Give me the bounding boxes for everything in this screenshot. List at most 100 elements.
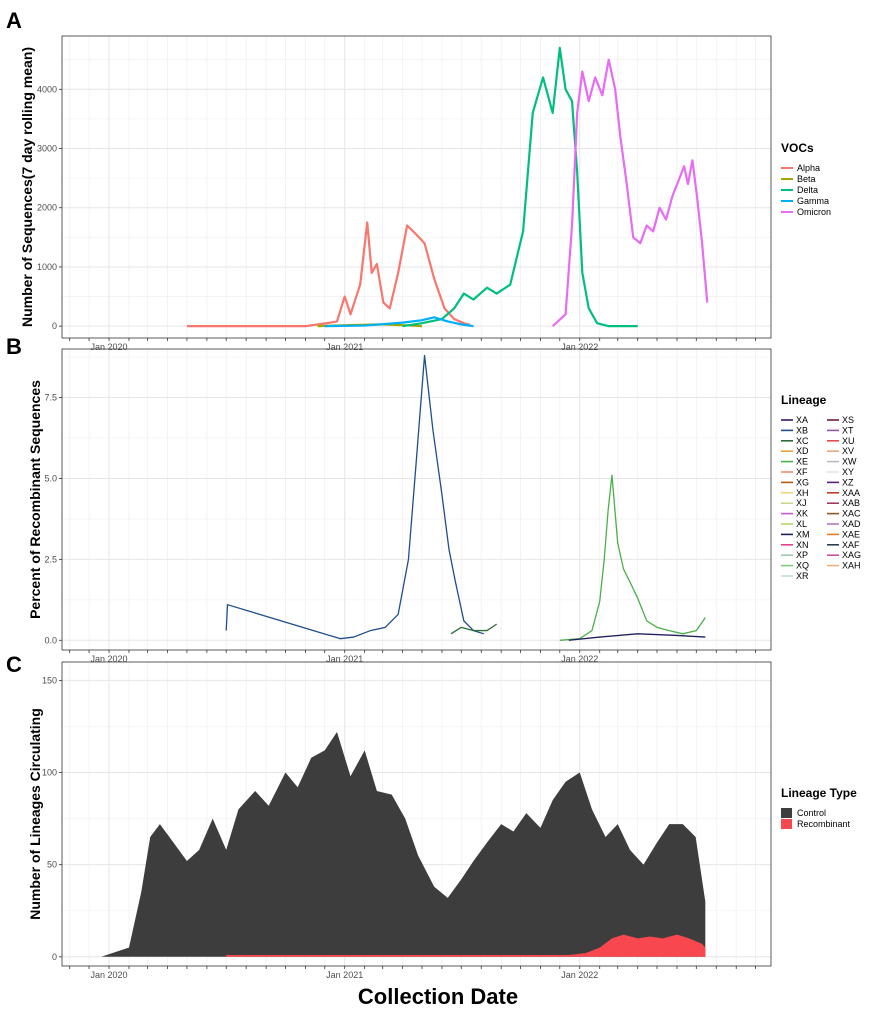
- plot-frame: [61, 661, 772, 967]
- legend-label-xv: XV: [842, 446, 854, 456]
- line-xc: [450, 623, 498, 635]
- x-tick-label: Jan 2022: [561, 654, 598, 664]
- x-axis: Jan 2020 Jan 2021 Jan 2022: [69, 650, 756, 664]
- legend-label-alpha: Alpha: [797, 163, 820, 173]
- y-axis: 0 50 100 150 Number of Lineages Circulating: [27, 675, 62, 962]
- x-tick-label: Jan 2021: [326, 342, 363, 352]
- data-marks: [186, 46, 709, 328]
- legend-label-xz: XZ: [842, 477, 854, 487]
- line-xe: [559, 474, 706, 641]
- legend-label-xag: XAG: [842, 550, 861, 560]
- line-gamma: [324, 316, 474, 328]
- panel-b: Jan 2020 Jan 2021 Jan 2022 0.0 2.5 5.0 7.5Perc…: [27, 348, 861, 664]
- legend-label-xd: XD: [796, 446, 809, 456]
- legend-label-beta: Beta: [797, 174, 816, 184]
- x-axis: Jan 2020 Jan 2021 Jan 2022: [69, 966, 756, 980]
- x-axis: Jan 2020 Jan 2021 Jan 2022: [69, 338, 756, 352]
- y-tick-label: 2.5: [44, 554, 57, 564]
- x-axis-title: Collection Date: [357, 984, 519, 1009]
- area-control: [101, 732, 706, 957]
- y-tick-label: 2000: [37, 203, 57, 213]
- legend-key-recombinant: [781, 819, 792, 829]
- y-tick-label: 0: [52, 952, 57, 962]
- legend-label-xc: XC: [796, 436, 809, 446]
- y-tick-label: 50: [47, 860, 57, 870]
- panel-label-c: C: [6, 652, 22, 677]
- legend-label-xt: XT: [842, 425, 854, 435]
- x-tick-label: Jan 2022: [561, 970, 598, 980]
- x-tick-label: Jan 2022: [561, 342, 598, 352]
- y-tick-label: 0.0: [44, 635, 57, 645]
- legend-label-xu: XU: [842, 436, 855, 446]
- y-tick-label: 1000: [37, 262, 57, 272]
- data-marks: [225, 354, 706, 641]
- legend-label-xq: XQ: [796, 561, 809, 571]
- x-tick-label: Jan 2020: [90, 342, 127, 352]
- legend-label-xac: XAC: [842, 509, 861, 519]
- plot-frame: [61, 35, 772, 339]
- legend-label-xw: XW: [842, 457, 857, 467]
- line-xm: [568, 633, 706, 641]
- panel-label-a: A: [6, 8, 22, 33]
- legend-label-xm: XM: [796, 529, 810, 539]
- x-tick-label: Jan 2021: [326, 970, 363, 980]
- legend-label-xh: XH: [796, 488, 809, 498]
- legend-label-recombinant: Recombinant: [797, 819, 851, 829]
- legend-label-xk: XK: [796, 509, 808, 519]
- legend-label-gamma: Gamma: [797, 196, 829, 206]
- y-axis-title: Number of Sequences(7 day rolling mean): [19, 47, 35, 327]
- legend-title: Lineage: [781, 393, 827, 407]
- legend-label-xn: XN: [796, 540, 809, 550]
- panel-c: Jan 2020 Jan 2021 Jan 2022 0 50 100 150 Number …: [27, 661, 857, 980]
- line-xb: [225, 354, 484, 640]
- legend-label-delta: Delta: [797, 185, 818, 195]
- x-tick-label: Jan 2020: [90, 970, 127, 980]
- grid: [62, 349, 771, 650]
- legend-label-xad: XAD: [842, 519, 861, 529]
- y-tick-label: 0: [52, 321, 57, 331]
- y-axis-title: Percent of Recombinant Sequences: [27, 380, 43, 619]
- area-recombinant: [226, 934, 706, 957]
- grid: [62, 36, 771, 338]
- legend-label-xs: XS: [842, 415, 854, 425]
- legend-label-xp: XP: [796, 550, 808, 560]
- line-omicron: [551, 58, 709, 327]
- y-tick-label: 5.0: [44, 473, 57, 483]
- legend-label-xaf: XAF: [842, 540, 860, 550]
- legend-label-xj: XJ: [796, 498, 807, 508]
- legend-label-xae: XAE: [842, 529, 860, 539]
- legend-label-xf: XF: [796, 467, 808, 477]
- legend-title: VOCs: [781, 141, 814, 155]
- y-tick-label: 4000: [37, 84, 57, 94]
- panel-label-b: B: [6, 334, 22, 359]
- data-marks: [101, 732, 706, 957]
- legend-label-xa: XA: [796, 415, 808, 425]
- legend-label-xb: XB: [796, 425, 808, 435]
- legend-label-control: Control: [797, 808, 826, 818]
- legend-label-xe: XE: [796, 457, 808, 467]
- legend-label-xab: XAB: [842, 498, 860, 508]
- y-tick-label: 3000: [37, 144, 57, 154]
- legend-label-xl: XL: [796, 519, 807, 529]
- y-tick-label: 7.5: [44, 393, 57, 403]
- y-axis-title: Number of Lineages Circulating: [27, 708, 43, 920]
- y-tick-label: 150: [42, 675, 57, 685]
- legend-key-control: [781, 808, 792, 818]
- legend-label-xaa: XAA: [842, 488, 860, 498]
- legend-label-xy: XY: [842, 467, 854, 477]
- y-tick-label: 100: [42, 768, 57, 778]
- legend-label-omicron: Omicron: [797, 207, 831, 217]
- plot-frame: [61, 348, 772, 651]
- legend-title: Lineage Type: [781, 786, 857, 800]
- line-delta: [402, 46, 638, 328]
- x-tick-label: Jan 2021: [326, 654, 363, 664]
- legend-label-xg: XG: [796, 477, 809, 487]
- panel-a: Jan 2020 Jan 2021 Jan 2022 0 1000 2000 3000 400…: [19, 35, 831, 352]
